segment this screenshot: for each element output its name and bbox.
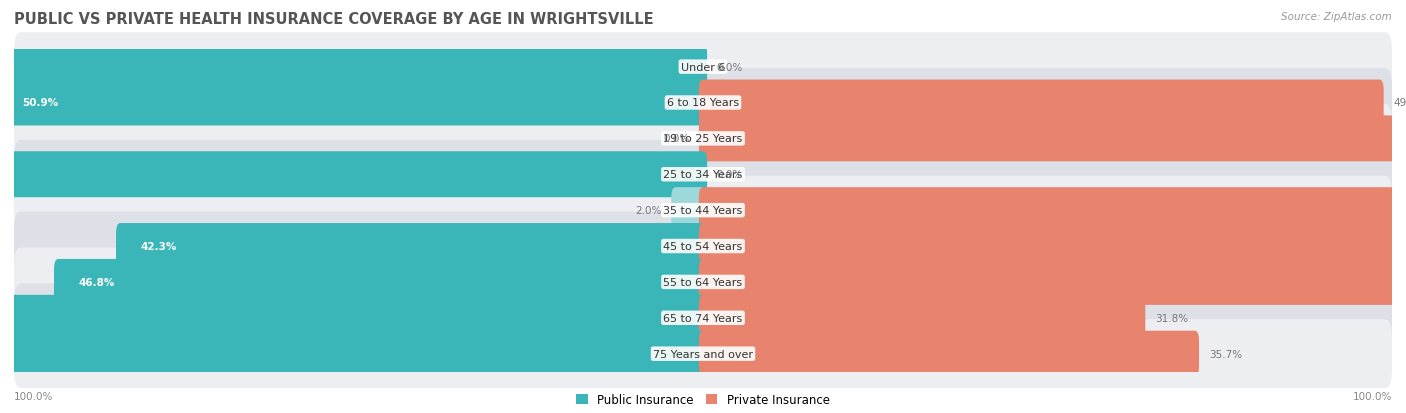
Text: 2.0%: 2.0% <box>636 206 662 216</box>
FancyBboxPatch shape <box>14 284 1392 352</box>
FancyBboxPatch shape <box>14 212 1392 281</box>
Text: 46.8%: 46.8% <box>79 277 115 287</box>
Text: 35.7%: 35.7% <box>1209 349 1241 359</box>
FancyBboxPatch shape <box>671 188 707 233</box>
Text: 55 to 64 Years: 55 to 64 Years <box>664 277 742 287</box>
Text: 100.0%: 100.0% <box>14 391 53 401</box>
Text: Source: ZipAtlas.com: Source: ZipAtlas.com <box>1281 12 1392 22</box>
Text: 31.8%: 31.8% <box>1154 313 1188 323</box>
FancyBboxPatch shape <box>14 69 1392 138</box>
Text: 6 to 18 Years: 6 to 18 Years <box>666 98 740 108</box>
Text: 45 to 54 Years: 45 to 54 Years <box>664 242 742 252</box>
FancyBboxPatch shape <box>14 140 1392 209</box>
Legend: Public Insurance, Private Insurance: Public Insurance, Private Insurance <box>571 389 835 411</box>
Text: Under 6: Under 6 <box>681 62 725 72</box>
FancyBboxPatch shape <box>14 248 1392 317</box>
Text: 75 Years and over: 75 Years and over <box>652 349 754 359</box>
Text: PUBLIC VS PRIVATE HEALTH INSURANCE COVERAGE BY AGE IN WRIGHTSVILLE: PUBLIC VS PRIVATE HEALTH INSURANCE COVER… <box>14 12 654 27</box>
Text: 65 to 74 Years: 65 to 74 Years <box>664 313 742 323</box>
Text: 0.0%: 0.0% <box>664 134 689 144</box>
FancyBboxPatch shape <box>14 319 1392 388</box>
FancyBboxPatch shape <box>699 81 1384 126</box>
FancyBboxPatch shape <box>699 295 1146 341</box>
FancyBboxPatch shape <box>0 45 707 90</box>
Text: 0.0%: 0.0% <box>717 62 742 72</box>
Text: 42.3%: 42.3% <box>141 242 177 252</box>
Text: 25 to 34 Years: 25 to 34 Years <box>664 170 742 180</box>
Text: 49.1%: 49.1% <box>1393 98 1406 108</box>
FancyBboxPatch shape <box>53 259 707 305</box>
FancyBboxPatch shape <box>14 104 1392 173</box>
FancyBboxPatch shape <box>0 81 707 126</box>
FancyBboxPatch shape <box>0 331 707 377</box>
FancyBboxPatch shape <box>0 152 707 198</box>
Text: 19 to 25 Years: 19 to 25 Years <box>664 134 742 144</box>
Text: 0.0%: 0.0% <box>717 170 742 180</box>
FancyBboxPatch shape <box>699 259 1406 305</box>
Text: 35 to 44 Years: 35 to 44 Years <box>664 206 742 216</box>
FancyBboxPatch shape <box>699 331 1199 377</box>
FancyBboxPatch shape <box>14 33 1392 102</box>
FancyBboxPatch shape <box>699 116 1406 162</box>
FancyBboxPatch shape <box>699 188 1406 233</box>
Text: 100.0%: 100.0% <box>1353 391 1392 401</box>
Text: 50.9%: 50.9% <box>22 98 59 108</box>
FancyBboxPatch shape <box>699 223 1406 269</box>
FancyBboxPatch shape <box>14 176 1392 245</box>
FancyBboxPatch shape <box>117 223 707 269</box>
FancyBboxPatch shape <box>0 295 707 341</box>
